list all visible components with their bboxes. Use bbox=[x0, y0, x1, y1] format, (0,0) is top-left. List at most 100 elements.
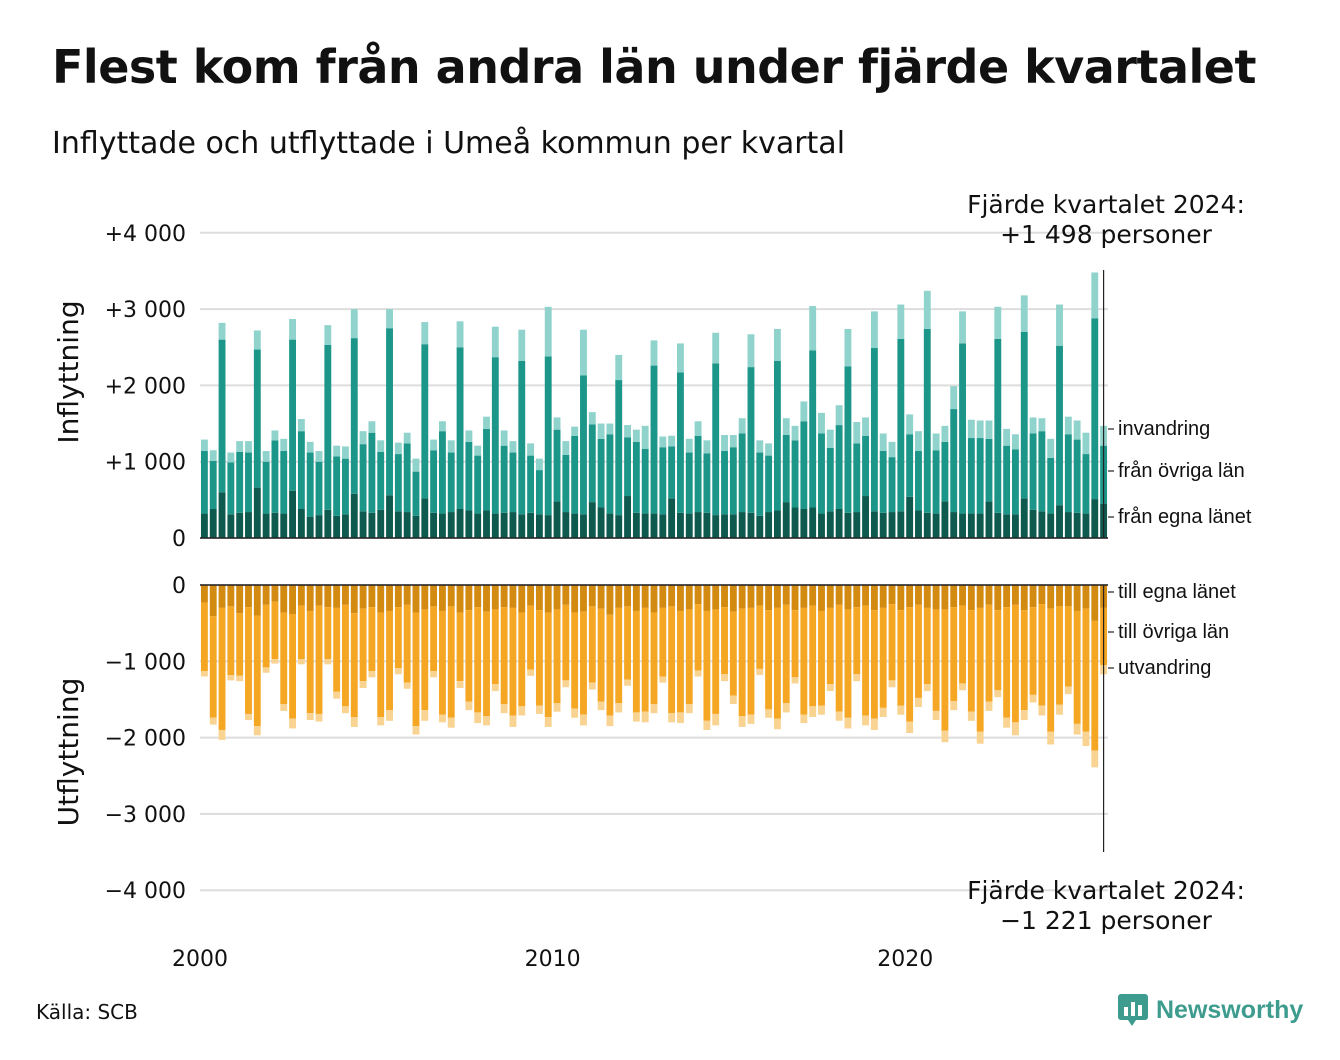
bar-fran-ovriga-lan bbox=[518, 360, 526, 515]
x-tick-label: 2020 bbox=[877, 947, 933, 972]
bar-invandring bbox=[941, 425, 949, 442]
bar-till-egna-lanet bbox=[571, 585, 579, 613]
bar-utvandring bbox=[1056, 704, 1063, 715]
bar-fran-ovriga-lan bbox=[941, 441, 949, 502]
bar-till-egna-lanet bbox=[985, 585, 993, 605]
bar-fran-egna-lanet bbox=[1029, 509, 1037, 538]
bar-invandring bbox=[430, 439, 438, 451]
bar-fran-ovriga-lan bbox=[1082, 454, 1090, 514]
bar-fran-ovriga-lan bbox=[615, 380, 623, 516]
bar-fran-egna-lanet bbox=[1073, 512, 1081, 538]
bar-utvandring bbox=[289, 718, 297, 729]
bar-till-egna-lanet bbox=[976, 585, 984, 608]
bar-invandring bbox=[324, 325, 332, 345]
bar-till-ovriga-lan bbox=[773, 607, 781, 719]
bar-fran-egna-lanet bbox=[685, 513, 693, 538]
annotation-bottom-line1: Fjärde kvartalet 2024: bbox=[967, 876, 1245, 905]
bar-fran-egna-lanet bbox=[245, 512, 252, 538]
bar-invandring bbox=[791, 425, 799, 441]
bar-fran-ovriga-lan bbox=[826, 447, 834, 512]
bar-fran-ovriga-lan bbox=[703, 453, 711, 513]
bar-till-egna-lanet bbox=[245, 585, 252, 608]
bar-fran-ovriga-lan bbox=[465, 441, 473, 511]
bar-till-ovriga-lan bbox=[615, 607, 623, 704]
bar-fran-egna-lanet bbox=[650, 513, 658, 538]
bar-utvandring bbox=[394, 668, 402, 675]
bar-till-egna-lanet bbox=[782, 585, 790, 605]
bar-utvandring bbox=[430, 671, 438, 678]
bar-till-egna-lanet bbox=[712, 585, 720, 610]
bar-till-egna-lanet bbox=[218, 585, 226, 608]
bar-invandring bbox=[1038, 418, 1046, 432]
bar-invandring bbox=[562, 441, 570, 455]
bar-utvandring bbox=[518, 706, 526, 716]
bar-till-ovriga-lan bbox=[985, 604, 993, 702]
bar-fran-egna-lanet bbox=[826, 511, 834, 538]
bar-till-egna-lanet bbox=[941, 585, 949, 610]
bar-fran-ovriga-lan bbox=[438, 431, 446, 514]
bar-till-ovriga-lan bbox=[1020, 610, 1028, 711]
bar-utvandring bbox=[994, 690, 1002, 698]
bar-invandring bbox=[1091, 272, 1099, 319]
bar-till-egna-lanet bbox=[747, 585, 755, 608]
bar-till-ovriga-lan bbox=[359, 608, 367, 682]
bar-fran-egna-lanet bbox=[209, 509, 217, 538]
bar-fran-egna-lanet bbox=[562, 512, 570, 538]
bar-fran-egna-lanet bbox=[906, 496, 914, 538]
bar-utvandring bbox=[553, 703, 561, 712]
bar-till-egna-lanet bbox=[694, 585, 702, 605]
bar-fran-egna-lanet bbox=[447, 512, 455, 538]
bar-till-egna-lanet bbox=[527, 585, 535, 606]
bar-utvandring bbox=[853, 674, 861, 682]
bar-invandring bbox=[306, 441, 314, 453]
bar-till-egna-lanet bbox=[518, 585, 526, 613]
bar-utvandring bbox=[580, 714, 587, 726]
bar-till-egna-lanet bbox=[809, 585, 817, 606]
tick-label-bottom: −2 000 bbox=[105, 727, 186, 752]
bar-invandring bbox=[967, 419, 975, 439]
bar-till-egna-lanet bbox=[597, 585, 605, 609]
bar-till-egna-lanet bbox=[1029, 585, 1037, 608]
bar-till-ovriga-lan bbox=[765, 610, 773, 710]
bar-till-ovriga-lan bbox=[500, 607, 508, 705]
bar-till-egna-lanet bbox=[615, 585, 623, 608]
bar-utvandring bbox=[879, 707, 887, 717]
bar-fran-ovriga-lan bbox=[1029, 433, 1037, 510]
bar-invandring bbox=[456, 321, 464, 348]
bar-fran-egna-lanet bbox=[571, 513, 579, 538]
bar-fran-ovriga-lan bbox=[809, 350, 817, 508]
bar-till-ovriga-lan bbox=[1073, 610, 1081, 724]
annotation-top-line2: +1 498 personer bbox=[1000, 220, 1213, 249]
bar-till-ovriga-lan bbox=[1056, 606, 1063, 705]
bar-fran-ovriga-lan bbox=[862, 435, 870, 497]
bar-invandring bbox=[368, 421, 376, 433]
bar-utvandring bbox=[571, 708, 579, 718]
bar-fran-ovriga-lan bbox=[959, 343, 966, 514]
bar-utvandring bbox=[562, 680, 570, 688]
bar-till-ovriga-lan bbox=[1029, 607, 1037, 695]
bar-fran-ovriga-lan bbox=[553, 429, 561, 502]
bar-till-egna-lanet bbox=[1091, 585, 1099, 621]
bar-till-egna-lanet bbox=[606, 585, 614, 615]
bar-utvandring bbox=[333, 691, 341, 699]
bar-till-ovriga-lan bbox=[624, 606, 631, 680]
bar-invandring bbox=[835, 405, 843, 426]
bar-utvandring bbox=[350, 716, 358, 727]
bar-invandring bbox=[271, 430, 279, 441]
bars bbox=[200, 272, 1108, 768]
bar-invandring bbox=[800, 401, 808, 422]
bar-till-egna-lanet bbox=[447, 585, 455, 607]
bar-fran-ovriga-lan bbox=[289, 339, 297, 491]
bar-fran-ovriga-lan bbox=[350, 338, 358, 494]
bar-till-egna-lanet bbox=[870, 585, 878, 611]
bar-utvandring bbox=[835, 711, 843, 721]
bar-till-ovriga-lan bbox=[703, 610, 711, 721]
bar-fran-ovriga-lan bbox=[853, 443, 861, 513]
bar-till-egna-lanet bbox=[1073, 585, 1081, 611]
bar-till-egna-lanet bbox=[236, 585, 244, 614]
bar-till-egna-lanet bbox=[729, 585, 737, 612]
bar-till-ovriga-lan bbox=[333, 607, 341, 692]
ylabel-top: Inflyttning bbox=[52, 300, 85, 443]
bar-fran-egna-lanet bbox=[967, 513, 975, 538]
bar-till-egna-lanet bbox=[562, 585, 570, 605]
